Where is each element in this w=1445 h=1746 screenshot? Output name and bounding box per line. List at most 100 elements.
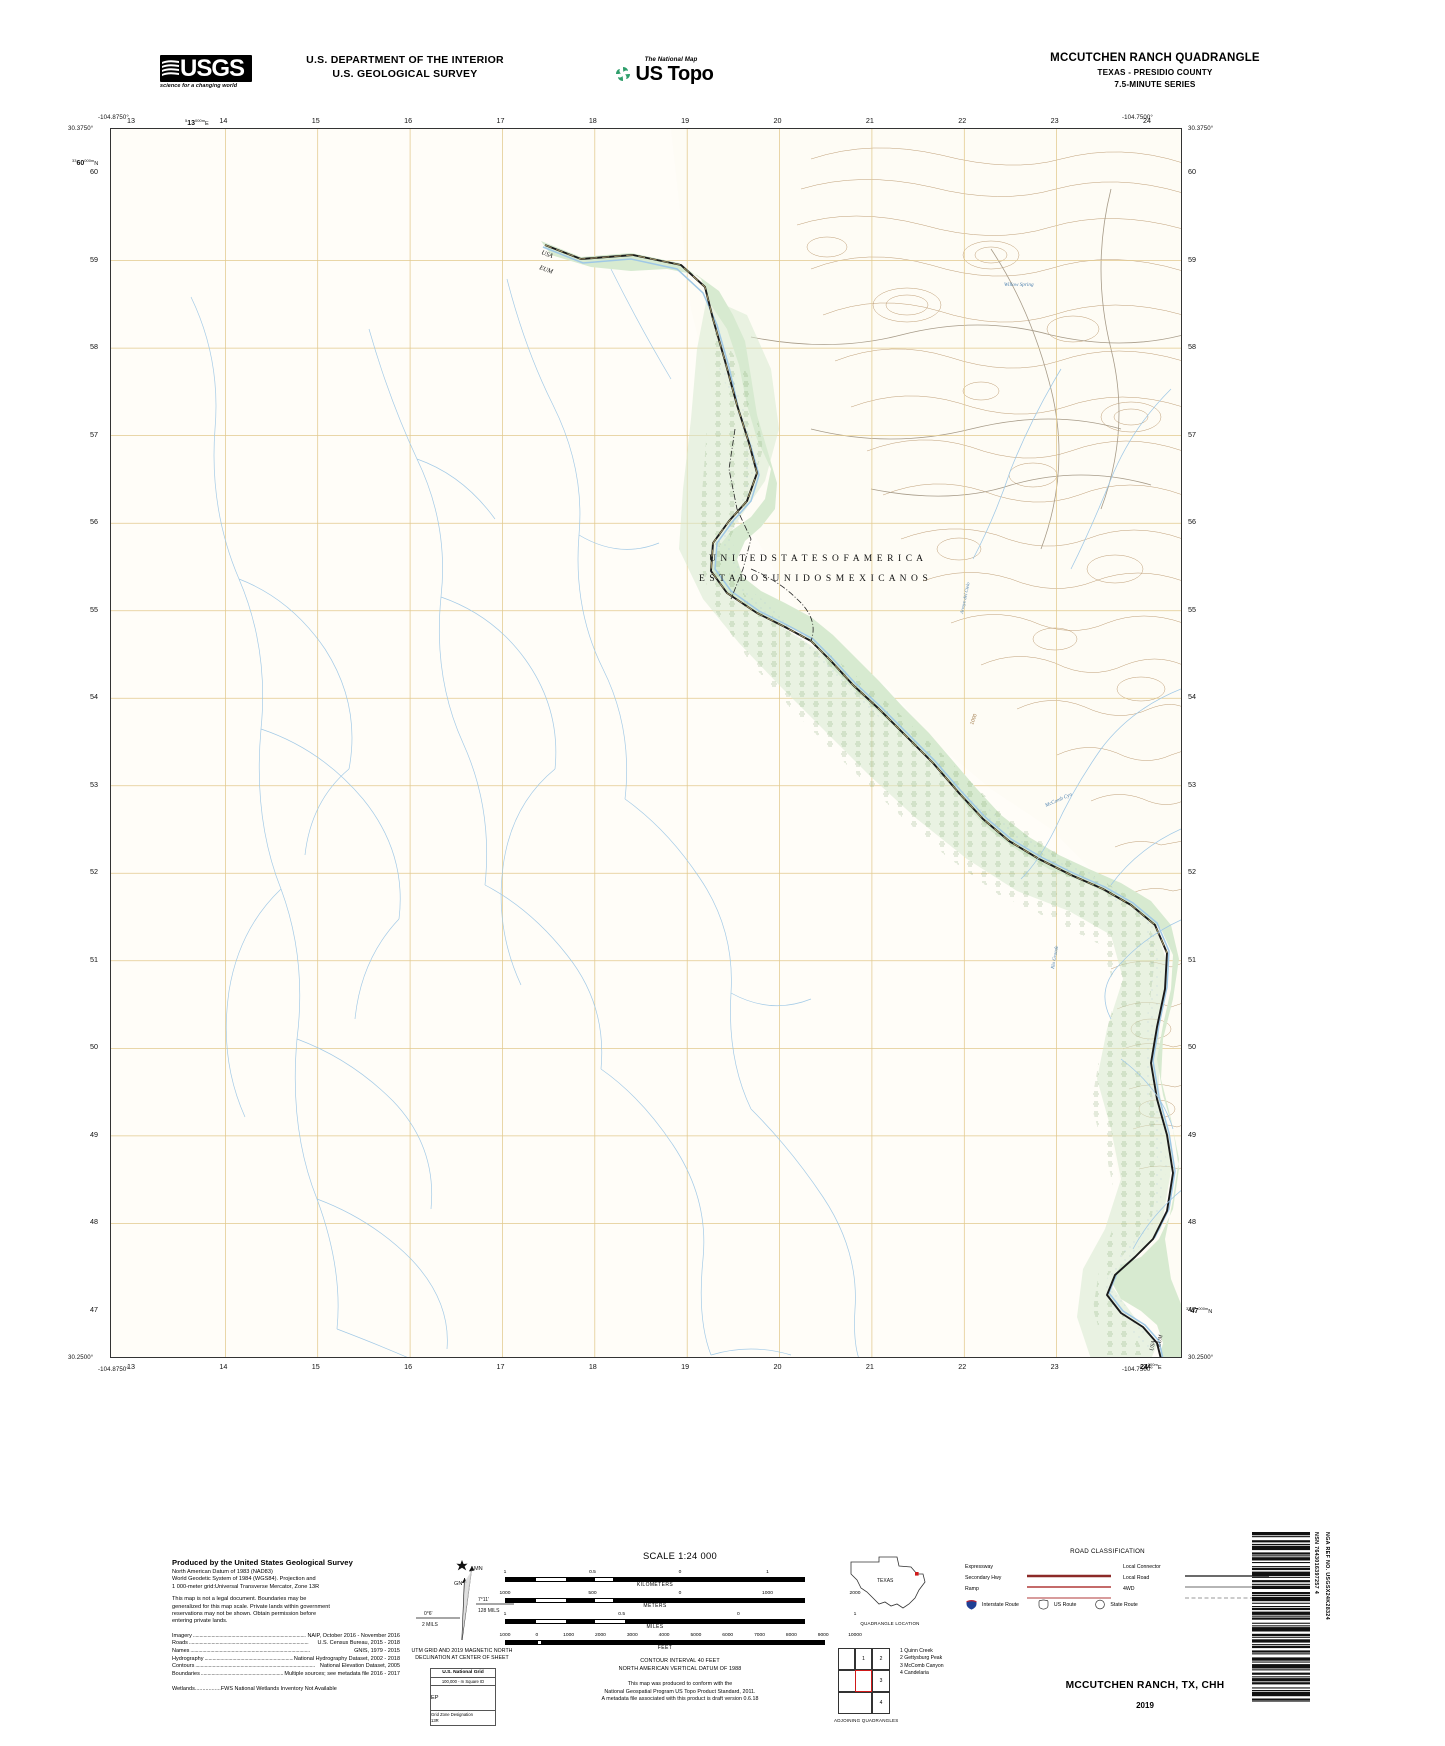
department-line-1: U.S. DEPARTMENT OF THE INTERIOR xyxy=(306,54,504,66)
road-legend-left-column: Expressway Secondary Hwy Ramp xyxy=(965,1561,1111,1598)
barcode-block: NSN 7643016397257 4 NGA REF NO. USGSX24K… xyxy=(1252,1532,1344,1702)
grid-tick-northing-59: 59 xyxy=(1188,254,1196,264)
source-row: Names...................................… xyxy=(172,1648,400,1656)
label-united-states-of-america: U N I T E D S T A T E S O F A M E R I C … xyxy=(709,554,924,564)
road-right-label: Local Road xyxy=(1123,1574,1150,1581)
usgs-wordmark: USGS xyxy=(180,55,245,82)
source-label: Roads xyxy=(172,1640,188,1647)
grid-tick-easting-21: 21 xyxy=(865,116,874,125)
source-dots: ........................................… xyxy=(204,1655,293,1662)
scale-tick: 1000 xyxy=(762,1591,773,1596)
source-list: Imagery.................................… xyxy=(172,1633,400,1679)
grid-tick-northing-58: 58 xyxy=(1188,342,1196,352)
grid-tick-northing-54: 54 xyxy=(90,692,98,702)
grid-tick-northing-47: 47 xyxy=(90,1305,98,1314)
adjoining-name-3: 3 McComb Canyon xyxy=(900,1662,944,1669)
shield-interstate: Interstate Route xyxy=(965,1599,1019,1610)
adjoining-cell-current xyxy=(855,1670,872,1692)
conformance-line1: This map was produced to conform with th… xyxy=(627,1681,733,1688)
grid-tick-northing-52: 52 xyxy=(90,867,98,877)
quadrangle-location-caption: QUADRANGLE LOCATION xyxy=(860,1621,920,1626)
road-left-row-1: Expressway xyxy=(965,1561,1111,1577)
page-title: MCCUTCHEN RANCH QUADRANGLE xyxy=(1050,52,1260,64)
label-eum: EUM xyxy=(537,264,554,276)
label-usa-2: USA xyxy=(1149,1340,1157,1352)
scale-tick: 0 xyxy=(678,1570,682,1575)
corner-label-se-lon: -104.7500° xyxy=(1122,1366,1153,1373)
grid-tick-northing-50: 50 xyxy=(90,1042,98,1052)
scale-tick: 2000 xyxy=(849,1591,861,1596)
national-map-tagline: The National Map xyxy=(644,56,698,63)
scale-tick: 1 xyxy=(503,1570,507,1575)
declination-diagram: MN GN 7°11' 128 MILS 0°6' 2 MILS UTM GRI… xyxy=(402,1552,522,1682)
scale-tick: 1000 xyxy=(499,1633,511,1638)
usng-zone: Grid Zone Designation 13R xyxy=(431,1711,495,1725)
adjoining-cell-1: 1 xyxy=(855,1648,872,1670)
source-dots: ........................................… xyxy=(190,1648,310,1655)
grid-tick-easting-19: 19 xyxy=(681,1362,690,1371)
scale-unit-label: FEET xyxy=(657,1644,673,1651)
grid-tick-easting-15: 15 xyxy=(311,116,320,125)
barcode-nsn: NSN 7643016397257 4 xyxy=(1313,1532,1319,1595)
scale-tick: 500 xyxy=(588,1591,597,1596)
grid-tick-easting-16: 16 xyxy=(404,116,413,125)
scale-tick: 4000 xyxy=(658,1633,670,1638)
scale-tick: 1000 xyxy=(563,1633,575,1638)
source-row: Contours................................… xyxy=(172,1663,400,1671)
scale-bars: 10.5012KILOMETERS1000500010002000METERS1… xyxy=(500,1570,862,1653)
adjoining-quadrangles: 1 2 3 4 1 Quinn Creek 2 Gettysburg Peak 3 … xyxy=(834,1648,1008,1723)
scale-tick: 8000 xyxy=(785,1633,797,1638)
corner-label-ne-lat: 30.3750° xyxy=(1188,125,1214,132)
grid-tick-northing-55: 55 xyxy=(1188,604,1196,614)
disclaimer-line-4: entering private lands. xyxy=(172,1618,228,1625)
map-collar-bottom: Produced by the United States Geological… xyxy=(0,1380,1445,1746)
scale-tick: 1 xyxy=(503,1612,507,1617)
adjoining-cell-4: 4 xyxy=(872,1692,890,1714)
map-neatline[interactable]: 1000 1000 xyxy=(110,128,1182,1358)
grid-tick-easting-19: 19 xyxy=(681,116,690,125)
usng-square-id: EP xyxy=(431,1686,495,1711)
label-eum-2: EUM xyxy=(1156,1334,1165,1348)
adjoining-cell-3: 3 xyxy=(872,1670,890,1692)
grid-tick-northing-49: 49 xyxy=(1188,1129,1196,1139)
scale-bar-kilometers: 10.5012KILOMETERS xyxy=(503,1570,857,1590)
grid-tick-easting-24: 24 xyxy=(1143,116,1151,125)
grid-tick-northing-60: 60 xyxy=(1188,167,1196,176)
scale-ticks: 10.5012 xyxy=(503,1570,857,1577)
label-willow-spring: Willow Spring xyxy=(1004,282,1034,288)
scale-tick: 7000 xyxy=(754,1633,765,1638)
label-usa: USA xyxy=(540,249,553,260)
scale-tick: 3000 xyxy=(626,1633,638,1638)
contour-info: CONTOUR INTERVAL 40 FEET NORTH AMERICAN … xyxy=(505,1658,855,1704)
interstate-shield-icon xyxy=(966,1600,977,1610)
shield-us: US Route xyxy=(1037,1599,1076,1610)
source-value: NAIP, October 2016 - November 2016 xyxy=(307,1632,400,1639)
scale-title: SCALE 1:24 000 xyxy=(642,1550,718,1561)
datum-line-3: 1 000-meter grid:Universal Transverse Me… xyxy=(172,1583,320,1590)
declination-caption-line2: DECLINATION AT CENTER OF SHEET xyxy=(415,1655,509,1661)
scale-bar-meters: 1000 500 0 1000 2000 METERS xyxy=(500,1591,861,1611)
us-topo-wordmark: US Topo xyxy=(635,63,714,85)
barcode-text: NSN 7643016397257 4 NGA REF NO. USGSX24K… xyxy=(1310,1532,1344,1702)
scale-tick: 0 xyxy=(678,1591,682,1596)
department-line-2: U.S. GEOLOGICAL SURVEY xyxy=(332,67,478,80)
source-value: U.S. Census Bureau, 2015 - 2018 xyxy=(317,1640,400,1647)
grid-tick-easting-17: 17 xyxy=(496,1362,505,1371)
vertical-datum: NORTH AMERICAN VERTICAL DATUM OF 1988 xyxy=(618,1665,742,1672)
grid-tick-northing-51: 51 xyxy=(1188,954,1196,964)
conformance-line2: National Geospatial Program US Topo Prod… xyxy=(604,1688,756,1695)
grid-tick-easting-14: 14 xyxy=(219,1362,228,1371)
barcode-nga-ref: NGA REF NO. USGSX24K28324 xyxy=(1324,1532,1330,1620)
declination-caption: UTM GRID AND 2019 MAGNETIC NORTH DECLINA… xyxy=(380,1648,544,1662)
scale-tick: 5000 xyxy=(690,1633,702,1638)
quadrangle-title-block: MCCUTCHEN RANCH QUADRANGLE TEXAS - PRESI… xyxy=(930,52,1380,89)
scale-tick: 0.5 xyxy=(589,1570,596,1575)
topographic-map[interactable]: -104.8750° 30.3750° -104.7500° 30.3750° … xyxy=(68,114,1213,1373)
source-label: Hydrography xyxy=(172,1655,204,1662)
series-label: 7.5-MINUTE SERIES xyxy=(1114,80,1196,89)
map-canvas[interactable]: 1000 1000 xyxy=(111,129,1182,1358)
usgs-logo: USGS science for a changing world xyxy=(160,55,252,93)
source-dots: ........................................… xyxy=(192,1632,307,1639)
road-right-row-3: 4WD xyxy=(1123,1583,1269,1598)
grid-tick-northing-48: 48 xyxy=(1188,1217,1196,1227)
